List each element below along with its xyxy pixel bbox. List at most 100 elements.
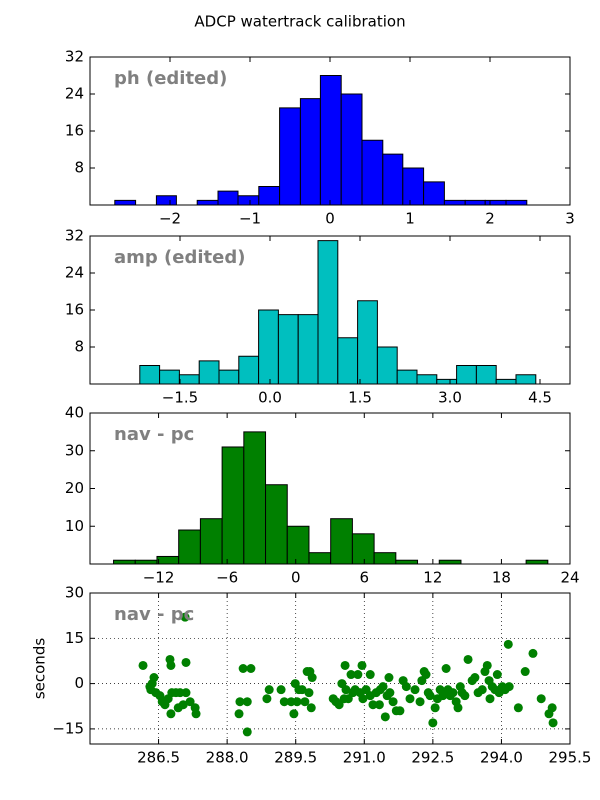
- bar: [396, 369, 418, 385]
- point: [428, 718, 438, 728]
- bar: [351, 533, 375, 565]
- point: [264, 685, 274, 695]
- point: [304, 688, 314, 698]
- bar: [277, 314, 299, 385]
- bar: [464, 199, 486, 206]
- bar: [382, 153, 404, 206]
- point: [340, 660, 350, 670]
- point: [166, 709, 176, 719]
- y-tick-label: 0: [74, 674, 84, 692]
- point: [430, 703, 440, 713]
- bar: [330, 518, 353, 565]
- point: [306, 703, 316, 713]
- point: [395, 706, 405, 716]
- y-tick-label: 24: [65, 85, 84, 103]
- bar: [515, 374, 537, 385]
- bar: [217, 190, 239, 206]
- point: [470, 673, 480, 683]
- x-tick-label: 288.0: [206, 749, 249, 767]
- bar: [258, 186, 281, 206]
- bar: [317, 240, 339, 385]
- x-tick-label: 292.5: [411, 749, 454, 767]
- bar: [297, 314, 319, 385]
- figure-title: ADCP watertrack calibration: [194, 13, 405, 31]
- bar: [139, 365, 161, 385]
- bar: [308, 552, 332, 565]
- x-tick-label: 1.5: [348, 389, 372, 407]
- y-tick-label: 32: [65, 227, 84, 245]
- point: [421, 670, 431, 680]
- bar: [258, 309, 279, 385]
- y-tick-label: 16: [65, 301, 84, 319]
- bar: [299, 98, 321, 206]
- point: [410, 685, 420, 695]
- point: [441, 664, 451, 673]
- bar: [155, 195, 177, 206]
- bar: [395, 559, 419, 565]
- bar: [456, 365, 477, 385]
- bar: [178, 374, 200, 385]
- x-tick-label: −1: [239, 210, 261, 228]
- point: [238, 664, 248, 673]
- point: [279, 697, 289, 707]
- point: [341, 685, 351, 695]
- point: [415, 697, 425, 707]
- x-tick-label: 12: [423, 569, 442, 587]
- point: [485, 694, 495, 704]
- bar: [376, 346, 398, 385]
- point: [401, 682, 411, 692]
- bar: [159, 369, 180, 385]
- y-axis-label: seconds: [31, 638, 49, 699]
- point: [334, 700, 344, 710]
- bar: [198, 360, 220, 385]
- point: [234, 709, 244, 719]
- x-tick-label: −1.5: [162, 389, 198, 407]
- point: [460, 691, 470, 701]
- annotation: nav - pc: [114, 604, 194, 625]
- x-tick-label: 2: [485, 210, 495, 228]
- bar: [286, 525, 310, 565]
- point: [504, 682, 514, 692]
- bar: [218, 369, 240, 385]
- bar: [495, 378, 517, 385]
- point: [388, 697, 398, 707]
- x-tick-label: 3: [565, 210, 575, 228]
- point: [520, 667, 530, 677]
- point: [448, 688, 458, 698]
- bar: [505, 199, 528, 206]
- x-tick-label: 294.0: [480, 749, 523, 767]
- y-tick-label: 16: [65, 122, 84, 140]
- point: [374, 700, 384, 710]
- x-tick-label: −12: [143, 569, 175, 587]
- bar: [525, 559, 549, 565]
- x-tick-label: 295.5: [549, 749, 592, 767]
- point: [289, 709, 299, 719]
- point: [438, 691, 448, 701]
- point: [380, 712, 390, 722]
- point: [503, 639, 513, 649]
- point: [297, 685, 307, 695]
- bar: [484, 199, 507, 206]
- point: [365, 670, 375, 680]
- bar: [279, 107, 301, 206]
- point: [242, 727, 252, 737]
- point: [178, 700, 188, 710]
- point: [181, 688, 191, 698]
- bar: [113, 559, 136, 565]
- point: [180, 612, 190, 622]
- x-tick-label: 0: [325, 210, 335, 228]
- point: [384, 673, 394, 683]
- point: [357, 660, 367, 670]
- y-tick-label: 10: [65, 517, 84, 535]
- bar: [416, 374, 438, 385]
- annotation: nav - pc: [114, 424, 194, 445]
- point: [242, 697, 252, 707]
- bar: [357, 300, 378, 385]
- point: [276, 685, 286, 695]
- x-tick-label: 24: [560, 569, 579, 587]
- point: [149, 673, 159, 683]
- point: [547, 703, 557, 713]
- point: [482, 660, 492, 670]
- point: [528, 648, 538, 658]
